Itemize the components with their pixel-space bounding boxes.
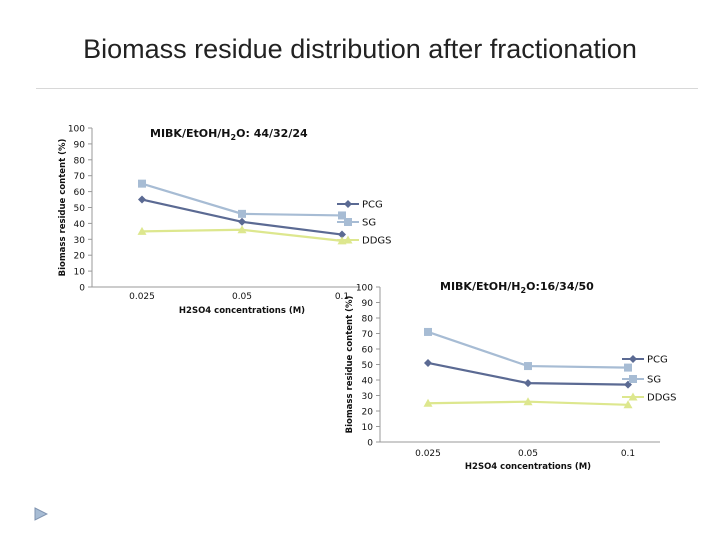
chart1-series-sg-point — [338, 211, 346, 220]
chart1-legend-ddgs-label: DDGS — [362, 236, 392, 247]
chart2-x-tick-label: 0.05 — [518, 449, 538, 459]
title-divider — [36, 88, 698, 89]
chart2-y-tick-label: 30 — [362, 392, 374, 402]
chart2-series-ddgs-point — [423, 398, 433, 407]
chart2-y-tick-label: 70 — [362, 330, 374, 340]
chart2-x-tick-label: 0.025 — [415, 449, 441, 459]
chart1-y-tick-label: 50 — [74, 204, 86, 214]
chart1-x-tick-label: 0.025 — [129, 292, 155, 302]
chart2-legend-sg-label: SG — [647, 375, 661, 386]
chart2-y-tick-label: 0 — [367, 439, 373, 449]
chart1-series-pcg-point — [238, 217, 246, 226]
chart2-y-tick-label: 10 — [362, 423, 374, 433]
chart2-series-ddgs-point — [623, 400, 633, 409]
chart1-legend-pcg-marker — [344, 200, 352, 208]
chart2-series-ddgs-point — [523, 397, 533, 406]
chart1-y-tick-label: 60 — [74, 188, 86, 198]
chart1-y-tick-label: 100 — [68, 125, 85, 135]
chart1-y-tick-label: 10 — [74, 268, 86, 278]
chart1-y-tick-label: 30 — [74, 236, 86, 246]
slide-title: Biomass residue distribution after fract… — [83, 34, 637, 64]
chart1-series-ddgs-point — [137, 226, 147, 235]
chart2-y-tick-label: 60 — [362, 346, 374, 356]
chart1-legend-pcg-label: PCG — [362, 200, 383, 211]
chart1-title: MIBK/EtOH/H2O: 44/32/24 — [150, 127, 308, 142]
chart1-y-tick-label: 90 — [74, 140, 86, 150]
chart1-y-tick-label: 80 — [74, 156, 86, 166]
chart2-y-tick-label: 50 — [362, 361, 374, 371]
chart1-series-ddgs-point — [237, 225, 247, 234]
chart2-y-tick-label: 40 — [362, 377, 374, 387]
chart2-y-tick-label: 100 — [356, 284, 373, 294]
chart2-legend-pcg-marker — [629, 355, 637, 363]
chart2-series-pcg-point — [424, 358, 432, 367]
chart2-y-tick-label: 80 — [362, 315, 374, 325]
chart1-series-pcg-point — [138, 195, 146, 204]
chart2-x-axis-title: H2SO4 concentrations (M) — [465, 462, 591, 472]
chart2-y-axis-title: Biomass residue content (%) — [345, 295, 355, 433]
chart2-y-tick-label: 20 — [362, 408, 374, 418]
chart1-y-tick-label: 70 — [74, 172, 86, 182]
chart1-series-pcg-point — [338, 230, 346, 239]
chart1-series-sg-point — [238, 209, 246, 218]
chart1-y-axis-title: Biomass residue content (%) — [58, 138, 68, 276]
chart2-series-sg-point — [424, 327, 432, 336]
chart2-legend-sg-marker — [629, 375, 637, 383]
slide-bullet-icon — [34, 507, 48, 521]
chart1-y-tick-label: 20 — [74, 252, 86, 262]
chart2-legend-pcg-label: PCG — [647, 355, 668, 366]
chart1-x-tick-label: 0.05 — [232, 292, 252, 302]
chart2-series-sg-point — [524, 362, 532, 371]
chart1-legend-sg-label: SG — [362, 218, 376, 229]
chart2-series-pcg-point — [524, 379, 532, 388]
chart1-series-sg-point — [138, 179, 146, 188]
chart1-x-tick-label: 0.1 — [335, 292, 349, 302]
chart2-y-tick-label: 90 — [362, 299, 374, 309]
chart1-legend-ddgs-marker — [343, 235, 353, 244]
chart1-x-axis-title: H2SO4 concentrations (M) — [179, 306, 305, 316]
chart2-legend-ddgs-marker — [628, 392, 638, 401]
chart1-y-tick-label: 40 — [74, 220, 86, 230]
chart1-y-tick-label: 0 — [79, 284, 85, 294]
chart1-legend-sg-marker — [344, 218, 352, 226]
chart2-x-tick-label: 0.1 — [621, 449, 635, 459]
chart2-title: MIBK/EtOH/H2O:16/34/50 — [440, 280, 594, 295]
chart2-legend-ddgs-label: DDGS — [647, 393, 677, 404]
chart2-series-sg-point — [624, 363, 632, 372]
